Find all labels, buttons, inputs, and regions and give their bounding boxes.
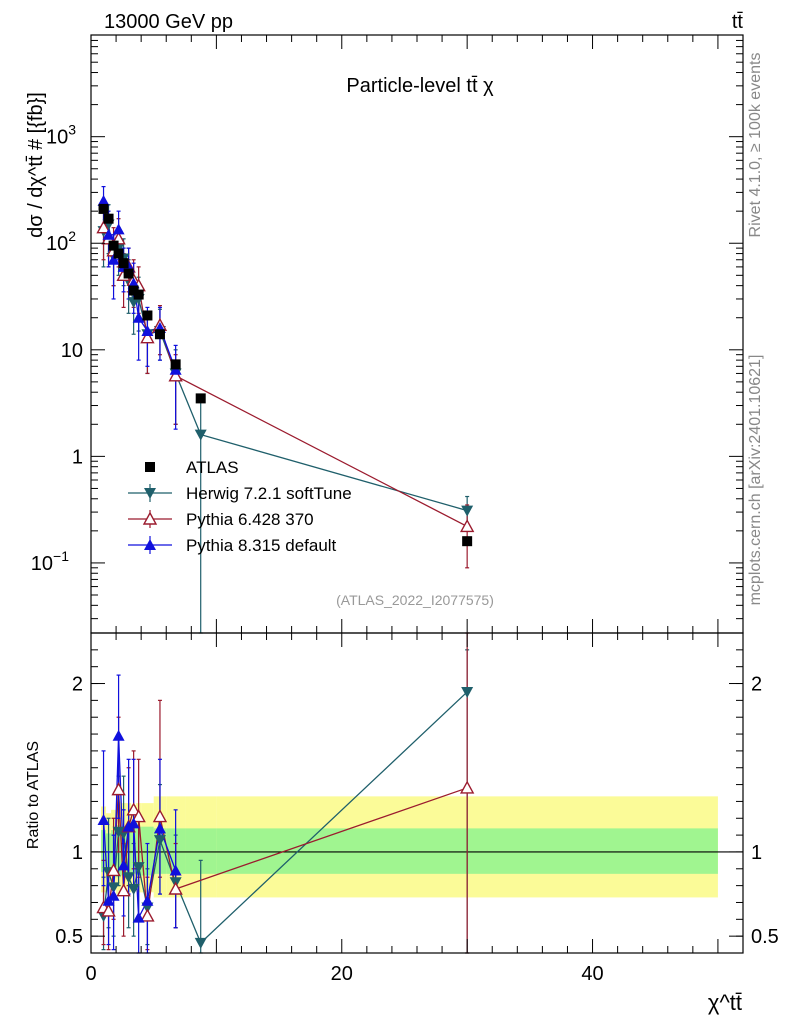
y-tick-label: 103: [46, 122, 76, 149]
ratio-point-herwig: [122, 872, 135, 884]
ratio-point-pythia8: [117, 859, 130, 871]
ratio-panel-frame: [90, 632, 744, 954]
ratio-point-pythia6: [131, 809, 146, 823]
ratio-point-herwig: [153, 835, 166, 847]
series-line-herwig: [103, 222, 468, 512]
data-point-atlas: [128, 285, 139, 296]
ratio-point-herwig: [194, 937, 207, 949]
ratio-point-pythia8: [169, 864, 182, 876]
ratio-point-pythia6: [126, 802, 141, 816]
mcplots-label: mcplots.cern.ch [arXiv:2401.10621]: [747, 355, 764, 606]
legend-marker: [142, 511, 158, 525]
data-point-pythia6: [96, 220, 111, 234]
data-point-herwig: [461, 505, 474, 517]
y-tick-exponent: −1: [53, 548, 69, 564]
ratio-point-herwig: [461, 686, 474, 698]
ratio-point-herwig: [107, 882, 120, 894]
legend-label: Pythia 8.315 default: [186, 536, 337, 555]
ratio-y-tick-label: 1: [72, 842, 83, 864]
ratio-point-pythia8: [127, 817, 140, 829]
legend-marker: [144, 488, 156, 499]
data-point-pythia8: [112, 223, 125, 235]
ratio-y-label: Ratio to ATLAS: [25, 741, 42, 849]
ratio-point-pythia8: [122, 820, 135, 832]
legend-label: Pythia 6.428 370: [186, 510, 314, 529]
data-point-pythia6: [168, 368, 183, 382]
legend-label: ATLAS: [186, 458, 239, 477]
data-point-pythia8: [107, 253, 120, 265]
data-point-pythia8: [102, 228, 115, 240]
x-tick-label: 40: [581, 963, 603, 985]
y-tick-label: 1: [72, 446, 83, 468]
main-y-label: dσ / dχ^tt̄ # [{fb}]: [25, 92, 47, 238]
x-tick-label: 20: [331, 963, 353, 985]
ratio-point-herwig: [127, 884, 140, 895]
ratio-point-pythia8: [132, 911, 145, 923]
x-axis-label: χ^tt̄: [708, 990, 742, 1015]
data-point-herwig: [194, 429, 207, 441]
ratio-point-pythia6: [106, 863, 121, 877]
ratio-point-pythia8: [141, 894, 154, 906]
ratio-point-pythia8: [97, 813, 110, 825]
data-point-atlas: [170, 359, 181, 370]
ratio-point-pythia6: [168, 881, 183, 895]
y-tick-exponent: 3: [68, 122, 76, 138]
main-title: Particle-level tt̄ χ: [346, 75, 494, 97]
data-point-pythia6: [140, 330, 155, 344]
ratio-y-tick-label-right: 0.5: [751, 926, 779, 948]
data-point-atlas: [118, 258, 129, 269]
rivet-label: Rivet 4.1.0, ≥ 100k events: [747, 53, 764, 238]
data-point-atlas: [133, 289, 144, 300]
data-point-atlas: [142, 310, 153, 321]
ratio-y-tick-label: 0.5: [55, 926, 83, 948]
data-point-pythia8: [141, 325, 154, 337]
data-point-atlas: [123, 268, 134, 279]
energy-label: 13000 GeV pp: [104, 11, 233, 33]
legend-marker: [145, 462, 155, 472]
ratio-point-pythia8: [153, 822, 166, 834]
y-tick-exponent: 2: [68, 228, 76, 244]
legend-marker: [144, 539, 156, 550]
data-point-atlas: [108, 240, 119, 251]
y-tick-label: 102: [46, 228, 76, 255]
data-point-pythia6: [459, 518, 475, 533]
data-point-atlas: [113, 248, 124, 259]
ratio-point-herwig: [132, 862, 145, 874]
data-point-atlas: [462, 536, 473, 547]
ratio-point-pythia6: [152, 809, 168, 823]
y-tick-label: 10−1: [31, 548, 69, 575]
ratio-y-tick-label-right: 2: [751, 674, 762, 696]
ratio-point-pythia6: [111, 782, 126, 796]
analysis-id: (ATLAS_2022_I2077575): [336, 592, 494, 608]
ratio-point-pythia6: [101, 903, 116, 917]
data-point-atlas: [98, 203, 109, 214]
legend: ATLAS Herwig 7.2.1 softTune Pythia 6.428 3…: [128, 458, 352, 555]
data-point-atlas: [154, 329, 165, 340]
data-point-atlas: [195, 393, 206, 404]
main-panel: 10−1 1 10 102 103 Particle-level tt̄ χ dσ / …: [25, 34, 744, 634]
legend-label: Herwig 7.2.1 softTune: [186, 484, 352, 503]
series-line-pythia6: [102, 227, 468, 528]
ratio-y-tick-label: 2: [72, 674, 83, 696]
data-point-pythia8: [97, 194, 110, 206]
ratio-point-pythia6: [116, 883, 131, 897]
ratio-y-tick-label-right: 1: [751, 842, 762, 864]
data-point-pythia8: [132, 311, 145, 323]
data-point-atlas: [103, 213, 114, 224]
ratio-point-pythia8: [107, 889, 120, 901]
process-label: tt̄: [732, 11, 744, 33]
x-tick-label: 0: [85, 963, 96, 985]
y-tick-label: 10: [61, 340, 83, 362]
ratio-point-pythia6: [140, 908, 155, 922]
ratio-point-pythia6: [459, 780, 475, 794]
ratio-panel: 0.5 0.51 12 20 20 40 Ratio to ATLAS χ^tt̄: [25, 632, 779, 1015]
ratio-point-pythia8: [112, 729, 125, 741]
